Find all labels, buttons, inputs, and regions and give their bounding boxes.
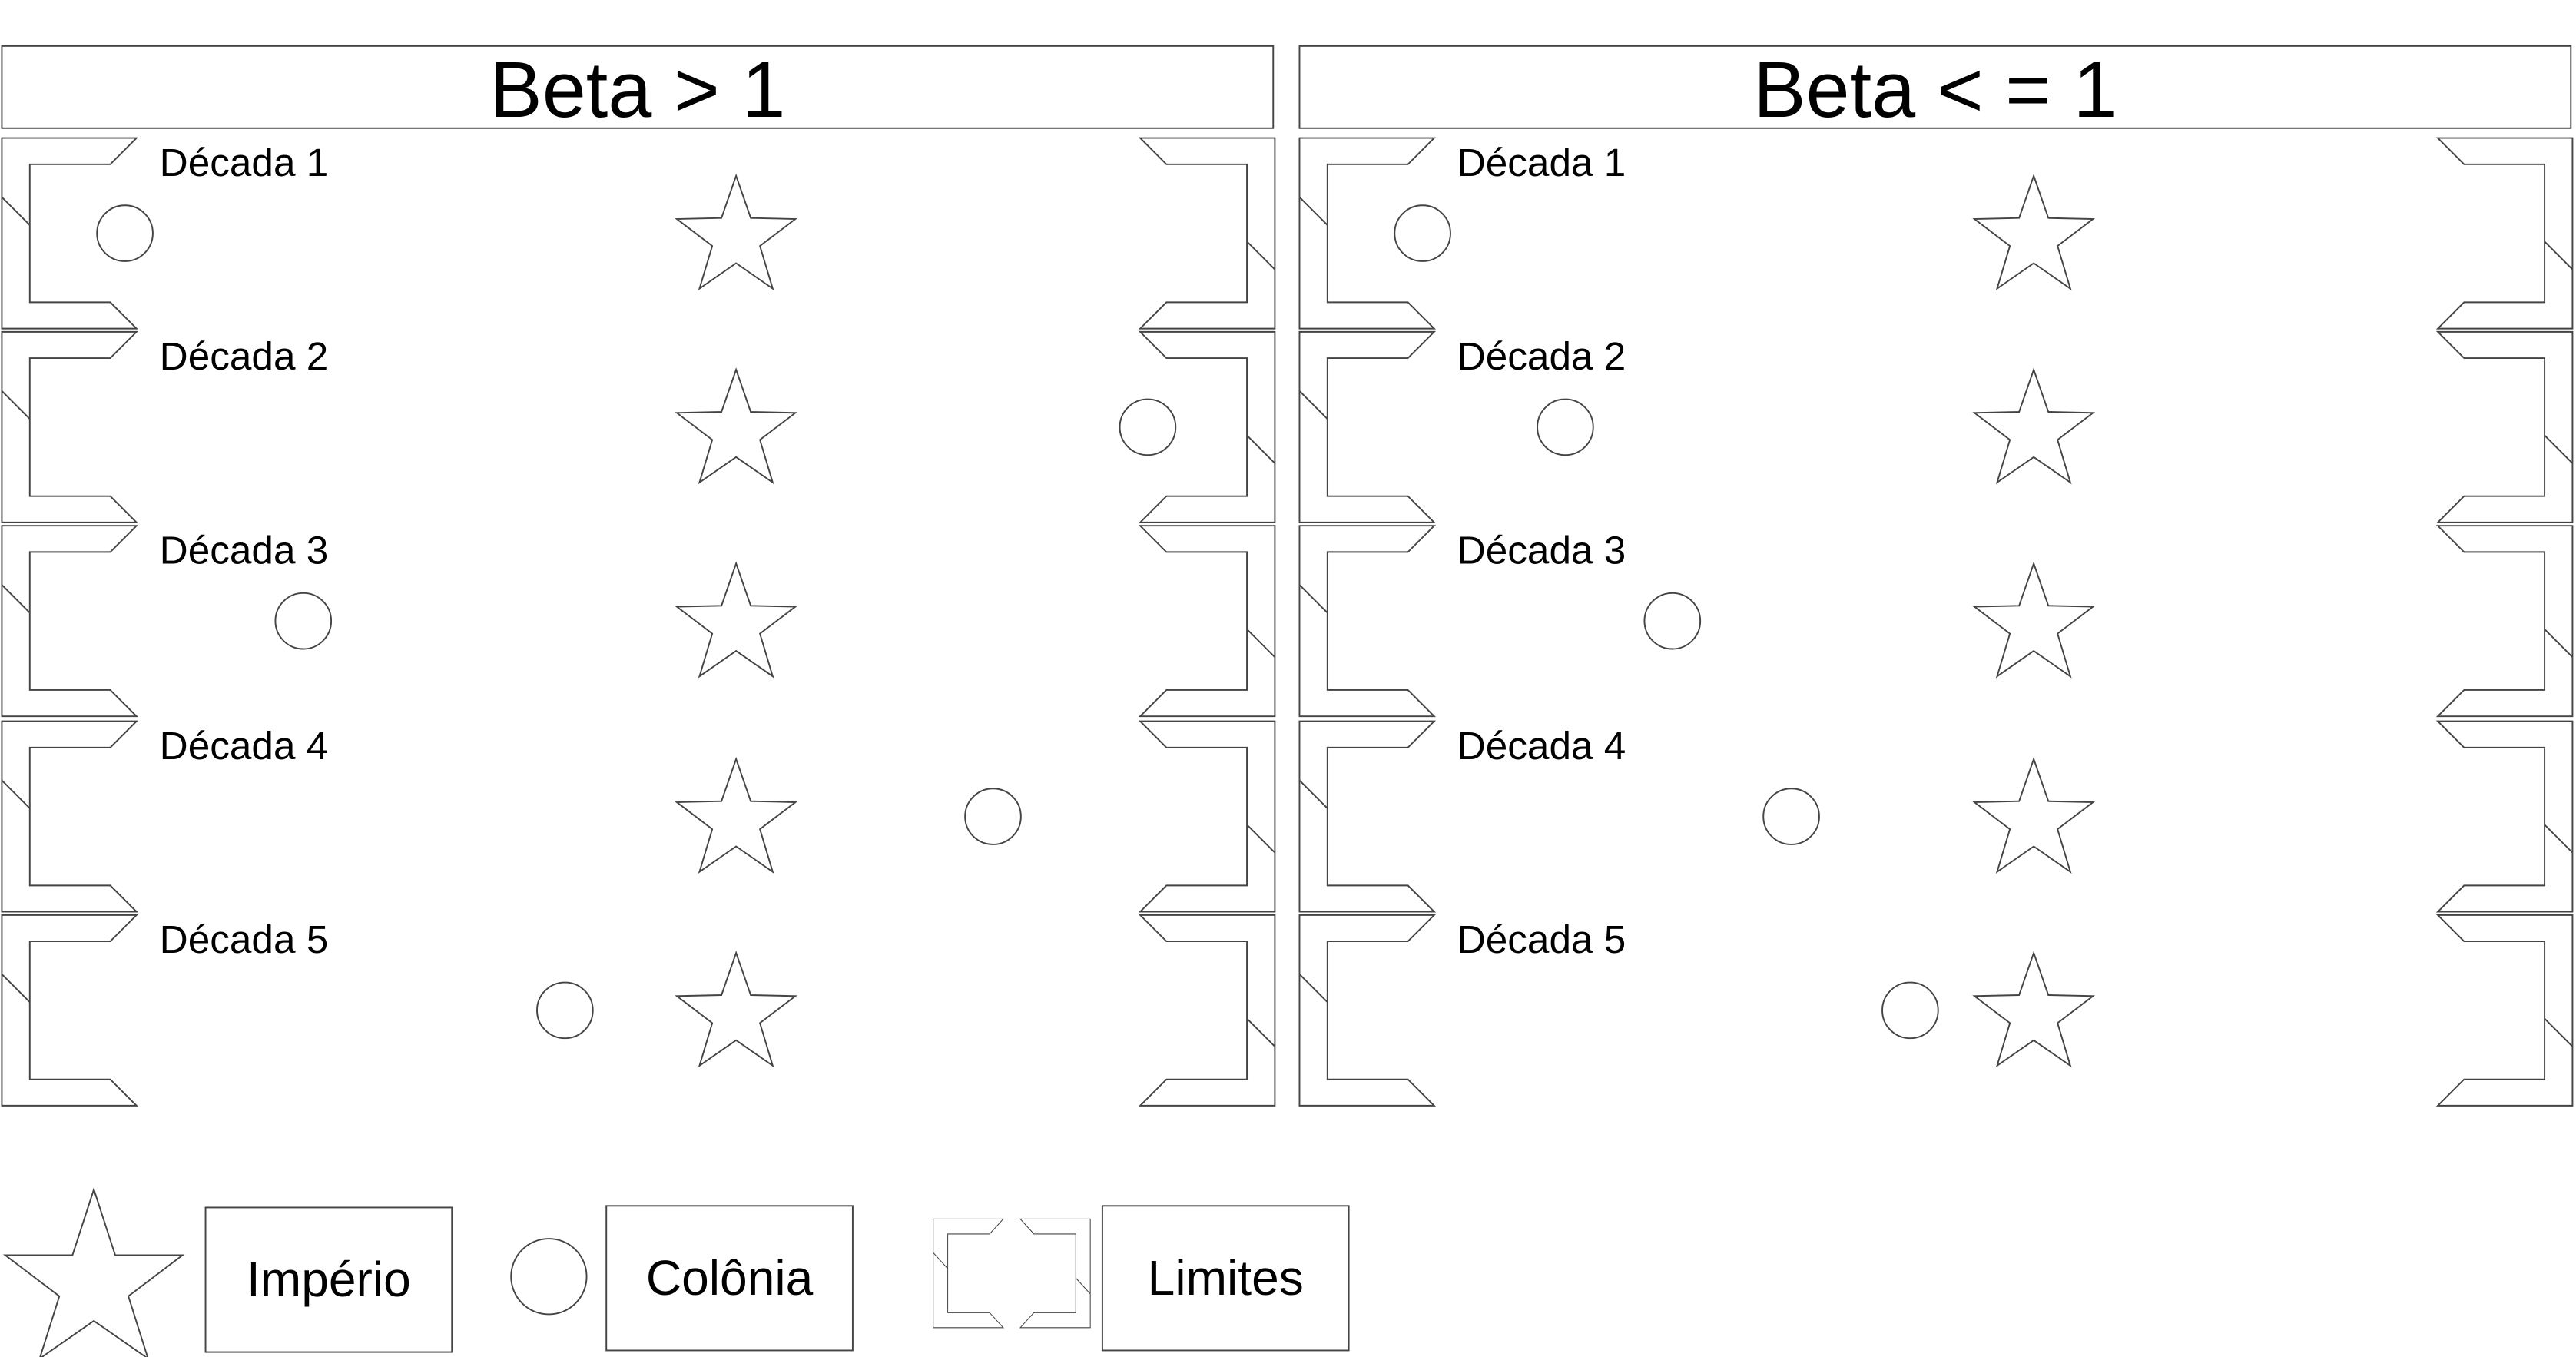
left-limit-icon	[1, 525, 138, 718]
left-limit-icon	[1298, 525, 1435, 718]
decade-label: Década 5	[160, 917, 329, 961]
empire-star-icon	[675, 756, 798, 874]
decade-row: Década 2	[1, 330, 1276, 523]
colony-circle-icon	[1643, 592, 1702, 650]
empire-star-icon	[675, 951, 798, 1068]
colony-circle-icon	[1881, 981, 1939, 1040]
decade-label: Década 2	[1457, 334, 1626, 378]
empire-star-icon	[675, 367, 798, 485]
decade-label: Década 4	[160, 724, 329, 768]
decade-label: Década 2	[160, 334, 329, 378]
panel-2-title: Beta < = 1	[1753, 45, 2117, 134]
decade-row: Década 2	[1298, 330, 2574, 523]
decade-row: Década 5	[1, 914, 1276, 1107]
left-limit-icon	[1, 330, 138, 523]
decade-label: Década 4	[1457, 724, 1626, 768]
left-limit-icon	[1, 720, 138, 913]
legend-colony-box	[605, 1205, 854, 1352]
colony-circle-icon	[1119, 398, 1177, 456]
right-limit-icon	[1139, 720, 1276, 913]
decade-row: Década 3	[1298, 525, 2574, 718]
decade-row: Década 4	[1, 720, 1276, 913]
empire-star-icon	[1972, 756, 2096, 874]
empire-star-icon	[675, 173, 798, 291]
legend-star-icon	[2, 1186, 185, 1357]
colony-circle-icon	[1762, 788, 1820, 845]
legend-circle-icon	[510, 1238, 588, 1316]
decade-row: Década 1	[1298, 137, 2574, 330]
empire-star-icon	[1972, 173, 2096, 291]
panel-2-title-box	[1298, 45, 2572, 129]
panel-1-title: Beta > 1	[489, 45, 785, 134]
colony-circle-icon	[1394, 204, 1451, 262]
empire-star-icon	[675, 561, 798, 678]
legend-empire-box	[204, 1206, 453, 1353]
colony-circle-icon	[1537, 398, 1594, 456]
empire-star-icon	[1972, 951, 2096, 1068]
decade-label: Década 3	[160, 528, 329, 572]
decade-row: Década 3	[1, 525, 1276, 718]
right-limit-icon	[1139, 525, 1276, 718]
colony-circle-icon	[964, 788, 1022, 845]
right-limit-icon	[2437, 137, 2574, 330]
colony-circle-icon	[536, 981, 594, 1040]
empire-star-icon	[1972, 367, 2096, 485]
empire-star-icon	[1972, 561, 2096, 678]
decade-row: Década 4	[1298, 720, 2574, 913]
legend-colony-label: Colônia	[646, 1250, 814, 1306]
colony-circle-icon	[96, 204, 154, 262]
decade-row: Década 1	[1, 137, 1276, 330]
left-limit-icon	[1298, 330, 1435, 523]
legend-empire-label: Império	[247, 1252, 411, 1307]
legend-limits-label: Limites	[1148, 1250, 1304, 1306]
decade-label: Década 3	[1457, 528, 1626, 572]
right-limit-icon	[1139, 914, 1276, 1107]
left-limit-icon	[1, 914, 138, 1107]
legend-limits-box	[1101, 1205, 1350, 1352]
left-limit-icon	[1298, 914, 1435, 1107]
decade-row: Década 5	[1298, 914, 2574, 1107]
right-limit-icon	[2437, 914, 2574, 1107]
left-limit-icon	[1298, 720, 1435, 913]
right-limit-icon	[2437, 720, 2574, 913]
decade-label: Década 1	[160, 141, 329, 184]
decade-label: Década 5	[1457, 917, 1626, 961]
right-limit-icon	[2437, 525, 2574, 718]
panel-1-title-box	[1, 45, 1275, 129]
legend-bracket-pair-icon	[933, 1218, 1091, 1329]
colony-circle-icon	[274, 592, 333, 650]
decade-label: Década 1	[1457, 141, 1626, 184]
right-limit-icon	[2437, 330, 2574, 523]
right-limit-icon	[1139, 137, 1276, 330]
